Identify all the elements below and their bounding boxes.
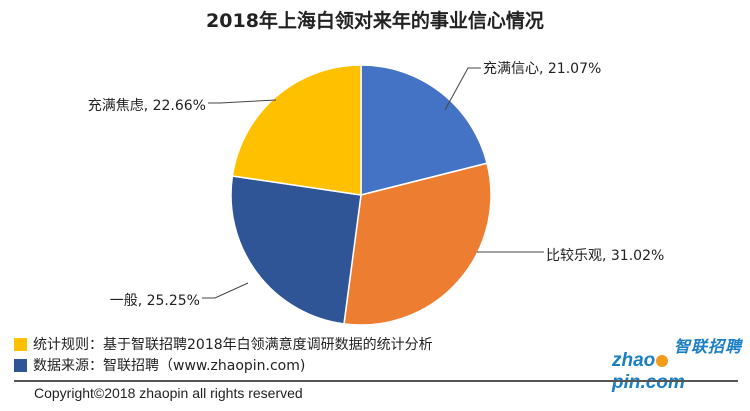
chart-title: 2018年上海白领对来年的事业信心情况: [206, 10, 544, 32]
pie-slice: [231, 64, 362, 196]
data-label: 充满信心, 21.07%: [483, 61, 601, 77]
note-source-text: 数据来源：智联招聘（www.zhaopin.com): [33, 358, 306, 374]
data-label: 一般, 25.25%: [110, 293, 200, 309]
data-label: 充满焦虑, 22.66%: [88, 98, 206, 114]
logo-en-before: zhao: [612, 350, 656, 371]
leader-line: [444, 67, 481, 111]
leader-line: [208, 99, 277, 104]
copyright-text: Copyright©2018 zhaopin all rights reserv…: [34, 385, 303, 401]
note-source-swatch: [14, 358, 27, 372]
pie-slice: [230, 175, 362, 325]
note-rule-swatch: [14, 337, 27, 351]
pie-slice: [343, 162, 492, 326]
note-source: 数据来源：智联招聘（www.zhaopin.com): [14, 356, 305, 374]
pie-chart: 充满信心, 21.07% 比较乐观, 31.02% 一般, 25.25% 充满焦虑, …: [88, 61, 664, 326]
logo-cn-text: 智联招聘: [673, 337, 742, 356]
logo-en-text: zhaopin.com: [612, 350, 742, 394]
zhaopin-logo: 智联招聘 zhaopin.com: [612, 333, 742, 393]
logo-dot-icon: [656, 354, 669, 367]
note-rule-text: 统计规则：基于智联招聘2018年白领满意度调研数据的统计分析: [33, 337, 433, 353]
pie-slice: [360, 64, 488, 196]
footer-divider: [14, 380, 738, 382]
leader-line: [202, 282, 249, 299]
note-rule: 统计规则：基于智联招聘2018年白领满意度调研数据的统计分析: [14, 335, 433, 353]
data-label: 比较乐观, 31.02%: [546, 248, 664, 264]
logo-en-after: pin.com: [612, 372, 685, 393]
